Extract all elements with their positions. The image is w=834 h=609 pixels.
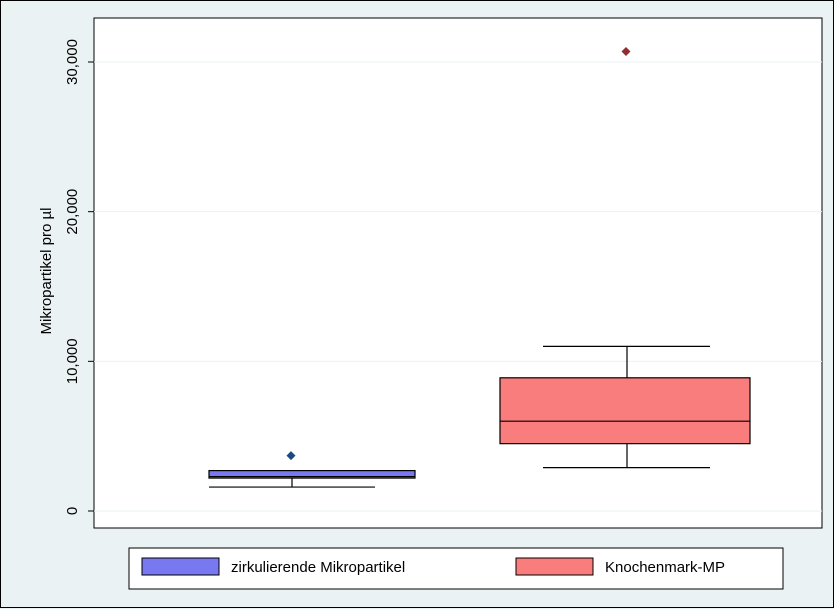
y-axis: 0 10,000 20,000 30,000 — [64, 39, 94, 515]
y-tick-label: 20,000 — [64, 189, 81, 235]
legend-swatch — [515, 557, 594, 576]
legend-box — [128, 547, 784, 590]
y-axis-title: Mikropartikel pro µl — [38, 207, 55, 334]
legend: zirkulierende Mikropartikel Knochenmark-M… — [141, 557, 725, 576]
plot-area — [93, 17, 823, 529]
y-tick-label: 10,000 — [64, 338, 81, 384]
outlier-point — [621, 47, 631, 57]
boxes — [208, 47, 751, 488]
legend-label: zirkulierende Mikropartikel — [231, 559, 405, 576]
box-2 — [499, 47, 751, 469]
box-iqr — [499, 377, 751, 445]
y-tick-label: 30,000 — [64, 39, 81, 85]
gridlines — [94, 61, 822, 512]
legend-label: Knochenmark-MP — [605, 559, 725, 576]
box-1 — [208, 451, 416, 488]
box-iqr — [208, 469, 416, 479]
outlier-point — [286, 451, 296, 461]
y-tick-label: 0 — [64, 507, 81, 515]
legend-swatch — [141, 557, 220, 576]
